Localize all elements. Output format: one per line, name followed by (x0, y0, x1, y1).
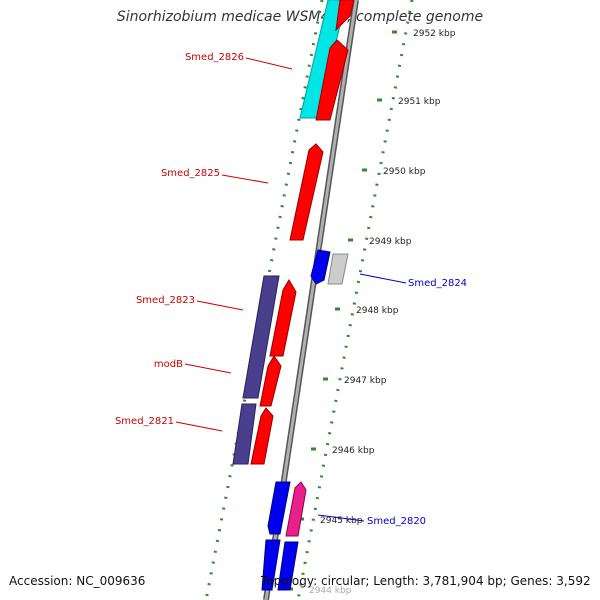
scale-tick-label: 2950 kbp (383, 167, 426, 177)
gene-smed-2823-purple[interactable] (242, 275, 280, 399)
scale-tick-label: 2946 kbp (332, 446, 375, 456)
gene-label-smed-2824[interactable]: Smed_2824 (408, 278, 467, 289)
gene-smed-2824-blue[interactable] (310, 249, 331, 285)
scale-tick-label: 2944 kbp (309, 586, 352, 596)
gene-smed-2821-red[interactable] (250, 407, 274, 465)
gene-smed-2820-magenta[interactable] (285, 481, 307, 537)
scale-tick-label: 2947 kbp (344, 376, 387, 386)
gene-label-smed-2820[interactable]: Smed_2820 (367, 516, 426, 527)
scale-tick-label: 2949 kbp (369, 237, 412, 247)
gene-label-smed-2826[interactable]: Smed_2826 (185, 52, 244, 63)
topology-text: Topology: circular; Length: 3,781,904 bp… (261, 574, 591, 588)
gene-smed-2826-block[interactable] (315, 39, 349, 121)
gene-label-smed-2825[interactable]: Smed_2825 (161, 168, 220, 179)
gene-smed-2820-blue[interactable] (267, 481, 291, 535)
scale-tick-label: 2948 kbp (356, 306, 399, 316)
gene-label-smed-2821[interactable]: Smed_2821 (115, 416, 174, 427)
gene-blocks (232, 0, 355, 591)
gene-smed-2823-red[interactable] (269, 279, 297, 357)
gene-smed-2821-purple[interactable] (232, 403, 257, 465)
gene-label-lines (175, 57, 407, 522)
gene-modb-red[interactable] (259, 355, 282, 407)
accession-text: Accession: NC_009636 (9, 574, 146, 588)
gene-label-smed-2823[interactable]: Smed_2823 (136, 295, 195, 306)
gene-bottom-blue-1[interactable] (261, 539, 281, 591)
scale-tick-label: 2945 kbp (320, 516, 363, 526)
scale-labels: 2952 kbp 2951 kbp 2950 kbp 2949 kbp 2948 kbp… (309, 29, 456, 596)
gene-red-top[interactable] (335, 0, 355, 32)
gene-label-modb[interactable]: modB (154, 359, 183, 370)
map-title: Sinorhizobium medicae WSM419, complete g… (116, 9, 484, 25)
gene-labels: Smed_2826 Smed_2825 Smed_2823 modB Smed_2821… (115, 52, 467, 527)
scale-tick-label: 2951 kbp (398, 97, 441, 107)
gene-bottom-blue-2[interactable] (277, 541, 299, 591)
gene-smed-2825-block[interactable] (289, 143, 324, 241)
scale-tick-label: 2952 kbp (413, 29, 456, 39)
gene-smed-2824-grey[interactable] (327, 253, 349, 285)
